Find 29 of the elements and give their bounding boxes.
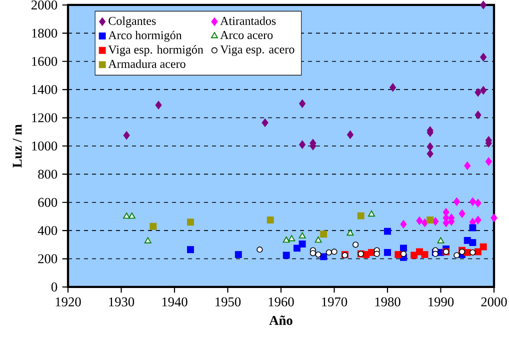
y-tick-label: 2000 — [32, 0, 58, 10]
y-tick-label: 800 — [38, 170, 58, 179]
y-tick-label: 600 — [38, 198, 58, 207]
x-tick-label: 1990 — [428, 297, 454, 306]
x-tick-label: 1960 — [268, 297, 294, 306]
x-tick-label: 1950 — [216, 297, 241, 306]
x-tick-label: 2000 — [481, 297, 507, 306]
y-tick-label: 1800 — [32, 28, 58, 38]
y-axis-title: Luz / m — [12, 124, 22, 168]
y-tick-label: 200 — [38, 254, 58, 264]
y-tick-label: 1000 — [32, 141, 58, 150]
legend-label: Armadura acero — [108, 60, 186, 68]
y-tick-label: 400 — [38, 226, 58, 236]
legend-label: Colgantes — [108, 16, 156, 28]
legend-label: Atirantados — [220, 16, 276, 25]
x-axis-title: Año — [269, 316, 292, 325]
legend-label: Viga esp. hormigón — [108, 45, 204, 56]
y-tick-label: 1400 — [32, 85, 58, 94]
x-tick-label: 1980 — [375, 297, 400, 306]
x-tick-label: 1940 — [162, 297, 188, 306]
y-tick-label: 1600 — [32, 56, 58, 66]
legend-label: Arco acero — [220, 31, 273, 40]
x-tick-label: 1970 — [322, 297, 348, 306]
legend-label: Viga esp. acero — [220, 45, 294, 56]
y-tick-label: 1200 — [32, 113, 58, 122]
y-tick-label: 0 — [51, 282, 58, 292]
legend-label: Arco hormigón — [108, 30, 182, 42]
x-tick-label: 1920 — [56, 297, 81, 306]
x-tick-label: 1930 — [109, 297, 134, 306]
